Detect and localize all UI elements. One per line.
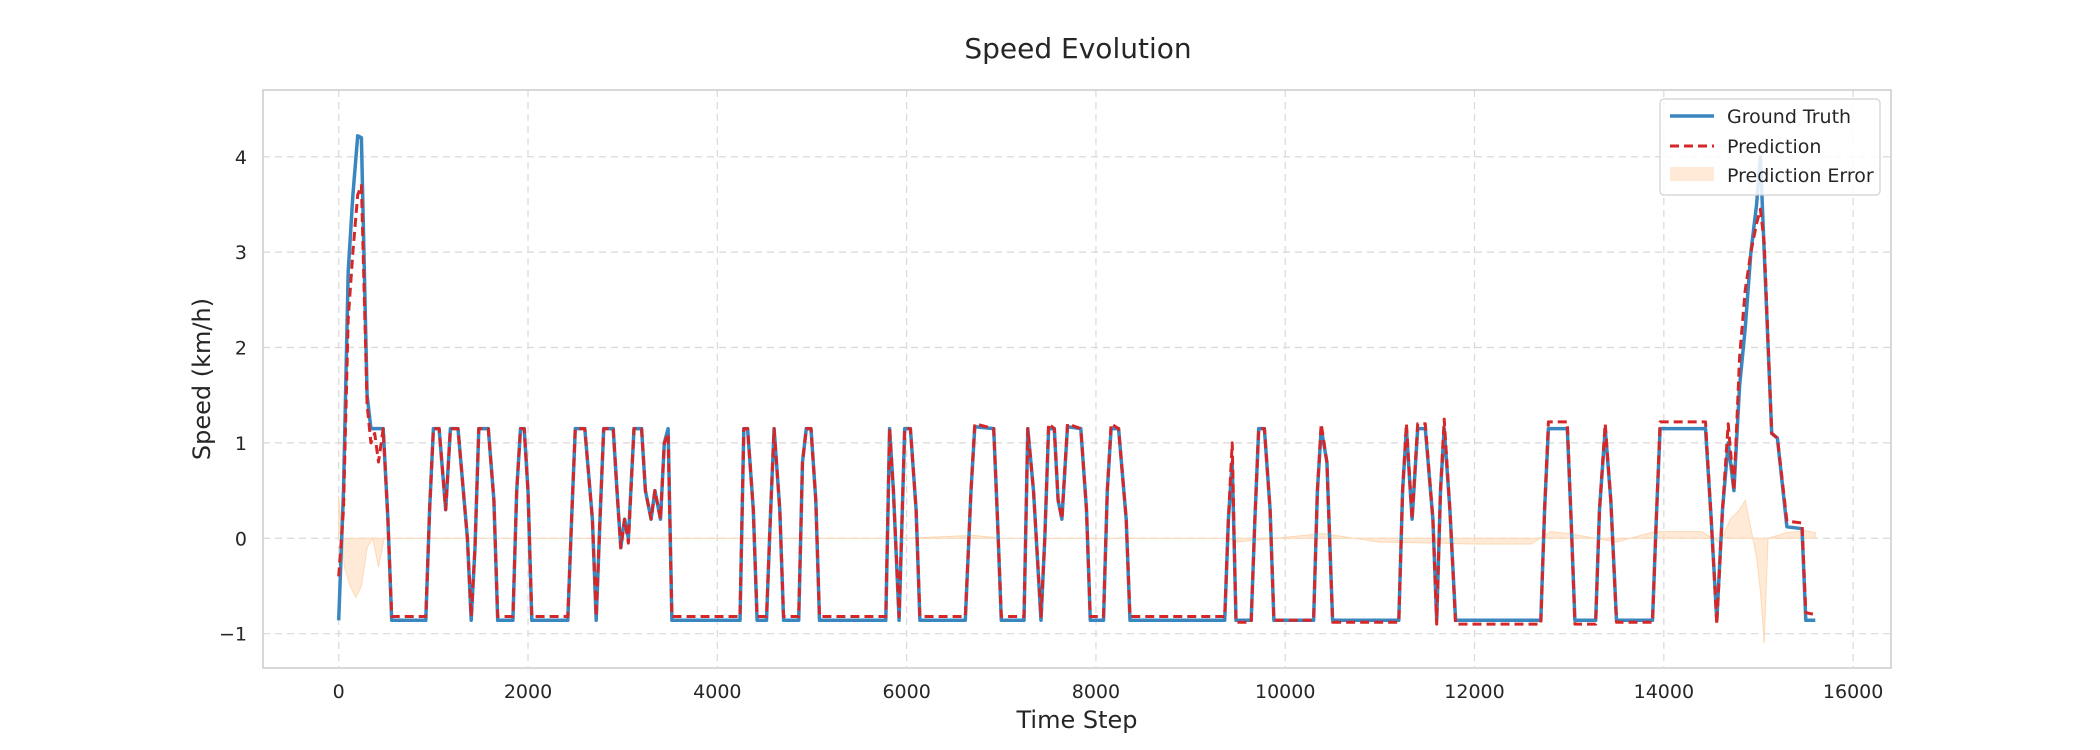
x-tick-label: 12000 bbox=[1444, 681, 1504, 703]
legend-frame bbox=[1659, 98, 1881, 196]
legend-ground-truth-label: Ground Truth bbox=[1727, 106, 1851, 128]
y-tick-label: 2 bbox=[235, 338, 247, 360]
y-tick-label: 0 bbox=[235, 528, 247, 550]
y-axis-label: Speed (km/h) bbox=[188, 298, 216, 460]
x-tick-label: 16000 bbox=[1823, 681, 1883, 703]
legend: Ground Truth Prediction Prediction Error bbox=[1659, 98, 1881, 196]
x-tick-label: 14000 bbox=[1634, 681, 1694, 703]
y-tick-label: 3 bbox=[235, 242, 247, 264]
chart-title: Speed Evolution bbox=[964, 32, 1191, 65]
x-axis-ticks: 0 2000 4000 6000 8000 10000 12000 14000 16000 bbox=[333, 681, 1884, 703]
x-tick-label: 6000 bbox=[882, 681, 930, 703]
y-tick-label: −1 bbox=[219, 624, 247, 646]
x-tick-label: 10000 bbox=[1255, 681, 1315, 703]
y-tick-label: 1 bbox=[235, 433, 247, 455]
plot-area bbox=[262, 89, 1892, 669]
legend-prediction-label: Prediction bbox=[1727, 136, 1821, 158]
series-prediction bbox=[337, 183, 1816, 626]
x-tick-label: 4000 bbox=[693, 681, 741, 703]
series-layer bbox=[336, 134, 1816, 644]
x-axis-label: Time Step bbox=[1015, 706, 1137, 734]
x-tick-label: 8000 bbox=[1072, 681, 1120, 703]
series-prediction-error bbox=[338, 495, 1816, 644]
x-tick-label: 2000 bbox=[504, 681, 552, 703]
legend-prediction-error-label: Prediction Error bbox=[1727, 165, 1874, 187]
legend-prediction-error-swatch bbox=[1670, 167, 1714, 181]
y-tick-label: 4 bbox=[235, 147, 247, 169]
x-tick-label: 0 bbox=[333, 681, 345, 703]
y-axis-ticks: −1 0 1 2 3 4 bbox=[219, 147, 247, 646]
